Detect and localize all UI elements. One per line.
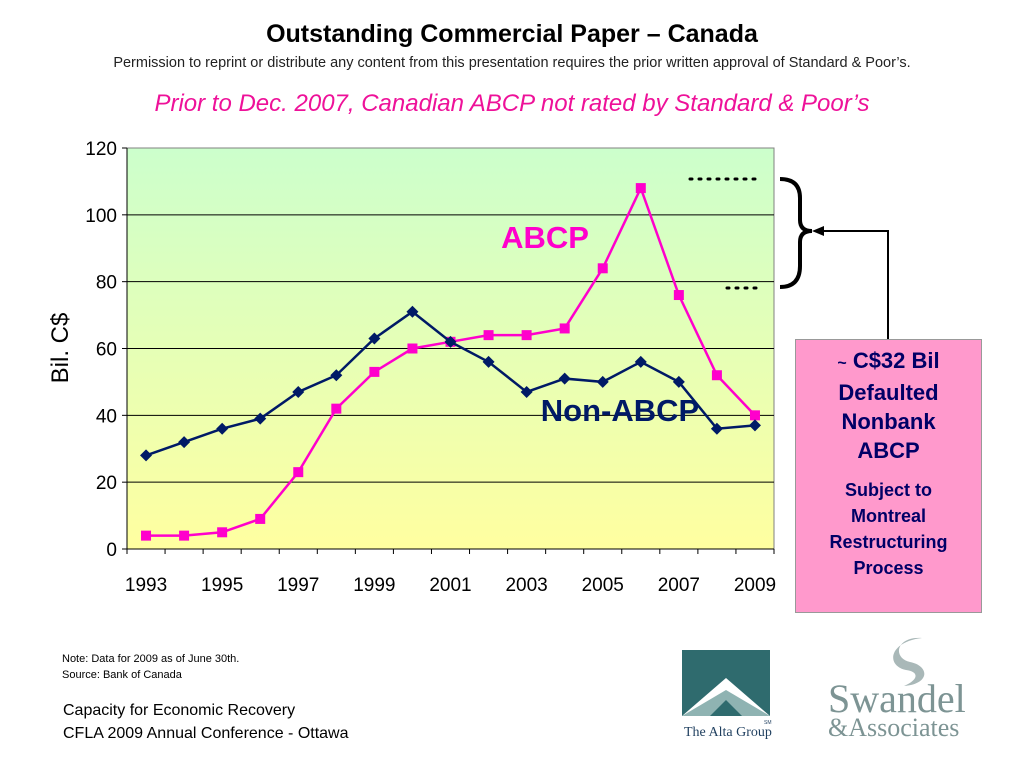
x-tick-label: 1997: [277, 575, 319, 596]
callout-sub-line4: Process: [853, 558, 924, 578]
callout-arrow-line: [822, 230, 889, 340]
callout-line-defaulted: Defaulted: [838, 380, 939, 405]
data-point: [407, 343, 418, 354]
data-point: [369, 366, 380, 377]
alta-logo-text: The Alta Group: [684, 725, 772, 740]
slide-subtitle: Prior to Dec. 2007, Canadian ABCP not ra…: [154, 90, 870, 117]
associates-logo-text: &Associates: [828, 713, 959, 742]
alta-service-mark: SM: [764, 720, 772, 726]
data-point: [673, 290, 684, 301]
y-tick-label: 120: [85, 139, 117, 160]
data-point: [749, 410, 760, 421]
data-point: [710, 422, 723, 435]
data-point: [217, 527, 228, 538]
data-point: [292, 385, 305, 398]
y-axis: 0 20 40 60 80 100 120: [85, 139, 128, 561]
default-brace: [779, 177, 813, 289]
slide-footer: Capacity for Economic Recovery CFLA 2009…: [63, 699, 349, 745]
x-tick-label: 2001: [429, 575, 471, 596]
data-point: [559, 323, 570, 334]
y-tick-label: 40: [96, 406, 117, 427]
callout-sub-line3: Restructuring: [829, 532, 948, 552]
data-point: [558, 372, 571, 385]
y-tick-label: 0: [106, 540, 117, 561]
source-note: Source: Bank of Canada: [62, 669, 182, 681]
series-label-abcp: ABCP: [501, 220, 589, 255]
data-point: [140, 449, 153, 462]
data-point: [520, 385, 533, 398]
x-tick-label: 1999: [353, 575, 395, 596]
data-point: [482, 355, 495, 368]
permission-notice: Permission to reprint or distribute any …: [113, 55, 911, 71]
x-tick-label: 2003: [505, 575, 547, 596]
callout-arrow-head: [812, 226, 824, 236]
data-point: [331, 403, 342, 414]
footer-line-2: CFLA 2009 Annual Conference - Ottawa: [63, 725, 349, 742]
y-tick-label: 100: [85, 206, 117, 227]
data-point: [179, 530, 190, 541]
grid: [127, 214, 774, 483]
data-point: [141, 530, 152, 541]
data-point: [483, 330, 494, 341]
callout-line-abcp: ABCP: [857, 438, 920, 463]
x-tick-label: 1993: [125, 575, 167, 596]
data-point: [368, 332, 381, 345]
slide-title: Outstanding Commercial Paper – Canada: [266, 20, 758, 48]
data-point: [406, 305, 419, 318]
x-tick-label: 1995: [201, 575, 243, 596]
series-label-non-abcp: Non-ABCP: [541, 393, 699, 428]
series-layer: [140, 183, 761, 541]
swandel-s-emblem: [893, 637, 925, 686]
x-tick-label: 2005: [582, 575, 624, 596]
data-point: [254, 412, 267, 425]
x-tick-label: 2007: [658, 575, 700, 596]
callout-amount: C$32 Bil: [852, 348, 940, 373]
swandel-associates-logo: Swandel &Associates: [828, 637, 966, 742]
callout-line-nonbank: Nonbank: [841, 409, 936, 434]
data-point: [178, 436, 191, 449]
y-tick-label: 20: [96, 473, 117, 494]
series-non-abcp: [140, 305, 761, 462]
data-point: [748, 419, 761, 432]
data-point: [597, 263, 608, 274]
tilde-glyph: ~: [837, 355, 847, 372]
data-point: [596, 375, 609, 388]
y-axis-label: Bil. C$: [47, 313, 74, 384]
x-tick-label: 2009: [734, 575, 776, 596]
default-callout-box: ~ C$32 Bil Defaulted Nonbank ABCP Subjec…: [795, 339, 982, 613]
data-point: [293, 467, 304, 478]
callout-sub-line1: Subject to: [844, 480, 932, 500]
callout-sub-line2: Montreal: [850, 506, 926, 526]
chart-notes: Note: Data for 2009 as of June 30th. Sou…: [62, 651, 239, 683]
swandel-logo-text: Swandel: [828, 676, 966, 721]
data-point: [521, 330, 532, 341]
data-point: [635, 183, 646, 194]
data-point: [255, 513, 266, 524]
data-point: [330, 369, 343, 382]
data-point: [711, 370, 722, 381]
data-point: [444, 335, 457, 348]
x-axis: 1993 1995 1997 1999 2001 2003 2005 2007 2009: [125, 548, 776, 596]
y-tick-label: 60: [96, 340, 117, 361]
footer-line-1: Capacity for Economic Recovery: [63, 702, 296, 719]
data-note: Note: Data for 2009 as of June 30th.: [62, 653, 240, 665]
y-tick-label: 80: [96, 273, 117, 294]
data-point: [672, 375, 685, 388]
alta-group-logo: The Alta Group SM: [682, 650, 772, 740]
data-point: [634, 355, 647, 368]
data-point: [216, 422, 229, 435]
